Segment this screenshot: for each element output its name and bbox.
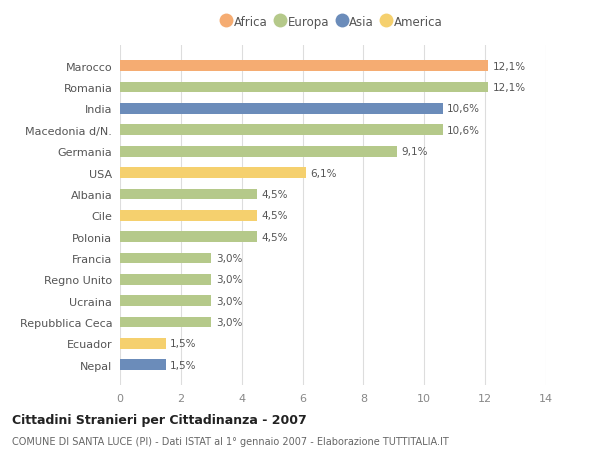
Text: 3,0%: 3,0% <box>216 253 242 263</box>
Bar <box>120 168 305 179</box>
Text: Cittadini Stranieri per Cittadinanza - 2007: Cittadini Stranieri per Cittadinanza - 2… <box>12 413 307 426</box>
Text: 1,5%: 1,5% <box>170 360 197 370</box>
Text: 4,5%: 4,5% <box>262 190 288 199</box>
Bar <box>120 338 166 349</box>
Text: COMUNE DI SANTA LUCE (PI) - Dati ISTAT al 1° gennaio 2007 - Elaborazione TUTTITA: COMUNE DI SANTA LUCE (PI) - Dati ISTAT a… <box>12 436 449 446</box>
Bar <box>120 125 443 136</box>
Bar <box>120 317 211 328</box>
Text: 10,6%: 10,6% <box>447 126 480 135</box>
Text: 3,0%: 3,0% <box>216 296 242 306</box>
Bar <box>120 253 211 263</box>
Text: 3,0%: 3,0% <box>216 317 242 327</box>
Bar <box>120 359 166 370</box>
Bar <box>120 104 443 115</box>
Text: 1,5%: 1,5% <box>170 339 197 348</box>
Text: 12,1%: 12,1% <box>493 62 526 72</box>
Text: 4,5%: 4,5% <box>262 211 288 221</box>
Text: 4,5%: 4,5% <box>262 232 288 242</box>
Bar <box>120 83 488 93</box>
Bar <box>120 189 257 200</box>
Text: 10,6%: 10,6% <box>447 104 480 114</box>
Bar <box>120 274 211 285</box>
Legend: Africa, Europa, Asia, America: Africa, Europa, Asia, America <box>218 11 448 34</box>
Bar <box>120 296 211 306</box>
Bar <box>120 62 488 72</box>
Text: 9,1%: 9,1% <box>401 147 428 157</box>
Text: 6,1%: 6,1% <box>310 168 337 178</box>
Text: 12,1%: 12,1% <box>493 83 526 93</box>
Bar <box>120 210 257 221</box>
Bar <box>120 232 257 242</box>
Text: 3,0%: 3,0% <box>216 274 242 285</box>
Bar <box>120 146 397 157</box>
